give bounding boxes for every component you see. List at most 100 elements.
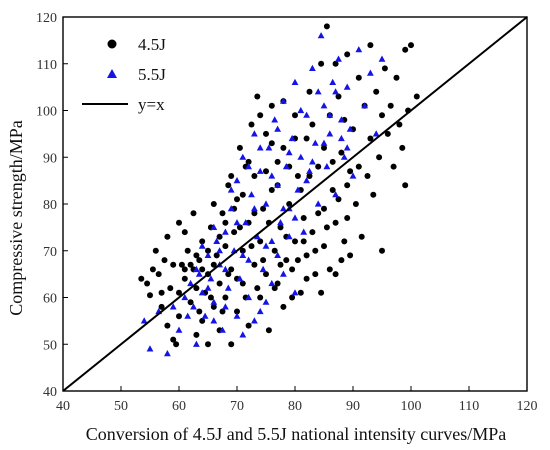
data-point-triangle (251, 317, 258, 324)
data-point-triangle (239, 331, 247, 338)
legend: 4.5J 5.5J y=x (82, 35, 166, 114)
data-point-circle (381, 65, 388, 72)
data-point-circle (181, 229, 188, 236)
data-point-circle (303, 252, 310, 259)
data-point-triangle (271, 116, 279, 123)
data-point-circle (393, 74, 400, 81)
data-point-circle (257, 238, 264, 245)
data-point-circle (170, 261, 177, 268)
data-point-circle (274, 158, 281, 165)
data-point-circle (251, 173, 258, 179)
data-point-triangle (233, 219, 241, 226)
data-point-triangle (291, 289, 299, 296)
data-marks-layer (138, 23, 420, 357)
data-point-circle (268, 102, 275, 109)
data-point-circle (170, 336, 177, 343)
legend-label-reference-line: y=x (138, 95, 165, 114)
data-point-triangle (222, 265, 229, 273)
data-point-triangle (291, 78, 299, 85)
data-point-circle (176, 313, 182, 320)
data-point-circle (234, 196, 240, 203)
data-point-circle (280, 303, 287, 310)
data-point-circle (367, 42, 374, 49)
data-point-circle (225, 182, 232, 189)
data-point-triangle (303, 111, 310, 118)
data-point-triangle (233, 312, 241, 319)
data-point-circle (303, 275, 310, 282)
data-point-circle (358, 233, 365, 240)
data-point-triangle (291, 214, 299, 221)
data-point-triangle (233, 177, 241, 184)
data-point-circle (257, 112, 264, 119)
data-point-circle (402, 46, 409, 53)
data-point-triangle (338, 134, 345, 142)
x-tick-label: 90 (346, 399, 360, 414)
data-point-triangle (300, 228, 308, 235)
data-point-triangle (219, 326, 226, 333)
data-point-circle (355, 163, 362, 170)
y-tick-label: 120 (36, 11, 57, 26)
data-point-circle (213, 252, 220, 259)
data-point-circle (364, 173, 371, 179)
data-point-triangle (317, 32, 325, 39)
data-point-circle (228, 173, 235, 179)
x-tick-label: 100 (401, 399, 422, 414)
data-point-triangle (251, 130, 258, 137)
data-point-circle (347, 168, 354, 175)
data-point-triangle (140, 317, 148, 324)
data-point-triangle (242, 219, 250, 226)
data-point-triangle (329, 78, 337, 85)
data-point-circle (231, 229, 238, 236)
data-point-triangle (210, 298, 218, 305)
data-point-circle (312, 247, 319, 254)
data-point-triangle (265, 144, 273, 151)
data-point-triangle (280, 97, 287, 104)
data-point-triangle (378, 55, 386, 62)
data-point-circle (236, 144, 243, 151)
data-point-circle (344, 215, 351, 221)
data-point-triangle (193, 265, 200, 273)
y-axis-label: Compressive strength/MPa (6, 120, 26, 316)
data-point-circle (228, 341, 235, 348)
data-point-triangle (326, 111, 334, 118)
data-point-circle (210, 201, 217, 207)
data-point-triangle (210, 317, 218, 324)
data-point-triangle (285, 233, 293, 240)
data-point-circle (341, 238, 348, 245)
data-point-triangle (282, 163, 290, 170)
data-point-circle (268, 187, 275, 193)
data-point-circle (321, 144, 327, 151)
data-point-circle (315, 210, 322, 217)
data-point-triangle (332, 191, 339, 198)
data-point-circle (329, 187, 336, 193)
data-point-circle (152, 247, 159, 254)
data-point-circle (222, 219, 229, 226)
data-point-circle (176, 289, 182, 296)
data-point-circle (138, 275, 145, 282)
data-point-circle (257, 294, 264, 301)
data-point-circle (300, 238, 307, 245)
data-point-triangle (201, 312, 209, 319)
data-point-triangle (367, 69, 374, 76)
y-tick-label: 50 (43, 338, 57, 353)
data-point-circle (167, 285, 174, 292)
data-point-triangle (256, 307, 264, 315)
data-point-triangle (323, 163, 331, 170)
x-tick-label: 110 (459, 399, 479, 414)
data-point-circle (286, 201, 293, 207)
legend-marker-triangle (107, 69, 117, 78)
data-point-circle (344, 51, 351, 58)
data-point-circle (190, 210, 197, 217)
data-point-circle (271, 247, 278, 254)
data-point-circle (216, 233, 223, 240)
data-point-circle (199, 238, 206, 245)
legend-marker-circle (107, 39, 117, 49)
data-point-circle (196, 257, 203, 264)
data-point-circle (283, 257, 290, 264)
data-point-triangle (248, 191, 255, 198)
data-point-circle (228, 266, 235, 273)
data-point-circle (158, 289, 165, 296)
data-point-circle (263, 130, 269, 137)
data-point-circle (234, 308, 240, 315)
